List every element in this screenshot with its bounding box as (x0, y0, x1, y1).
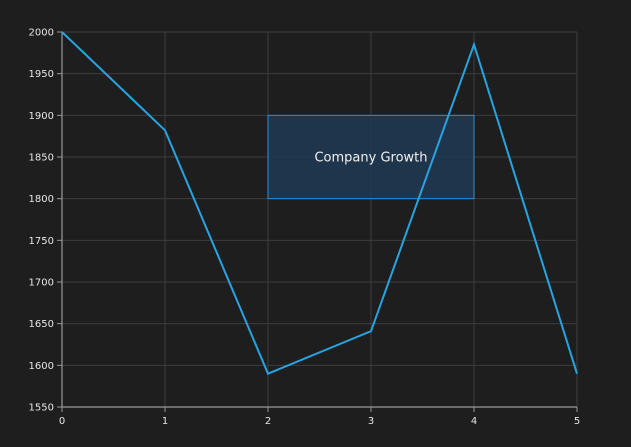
y-tick-label: 1550 (29, 403, 54, 414)
y-tick-label: 2000 (29, 28, 54, 39)
x-tick-label: 5 (574, 416, 580, 427)
annotation-layer: Company Growth (267, 114, 475, 200)
axes (57, 31, 578, 412)
annotation-label: Company Growth (314, 151, 427, 166)
series-line (61, 31, 578, 375)
y-tick-label: 1950 (29, 69, 54, 80)
x-tick-label: 3 (368, 416, 374, 427)
y-tick-label: 1750 (29, 236, 54, 247)
x-tick-label: 4 (471, 416, 477, 427)
series-layer (61, 31, 578, 375)
tick-labels: 1550 1600 1650 1700 1750 1800 1850 1900 1950 2000… (29, 28, 581, 428)
grid (61, 31, 578, 408)
x-tick-label: 1 (162, 416, 168, 427)
y-tick-label: 1600 (29, 361, 54, 372)
y-tick-label: 1850 (29, 153, 54, 164)
y-tick-label: 1800 (29, 194, 54, 205)
y-tick-label: 1700 (29, 278, 54, 289)
x-tick-label: 0 (59, 416, 65, 427)
annotation-box (267, 114, 475, 200)
y-tick-label: 1650 (29, 319, 54, 330)
x-tick-label: 2 (265, 416, 271, 427)
y-tick-label: 1900 (29, 111, 54, 122)
